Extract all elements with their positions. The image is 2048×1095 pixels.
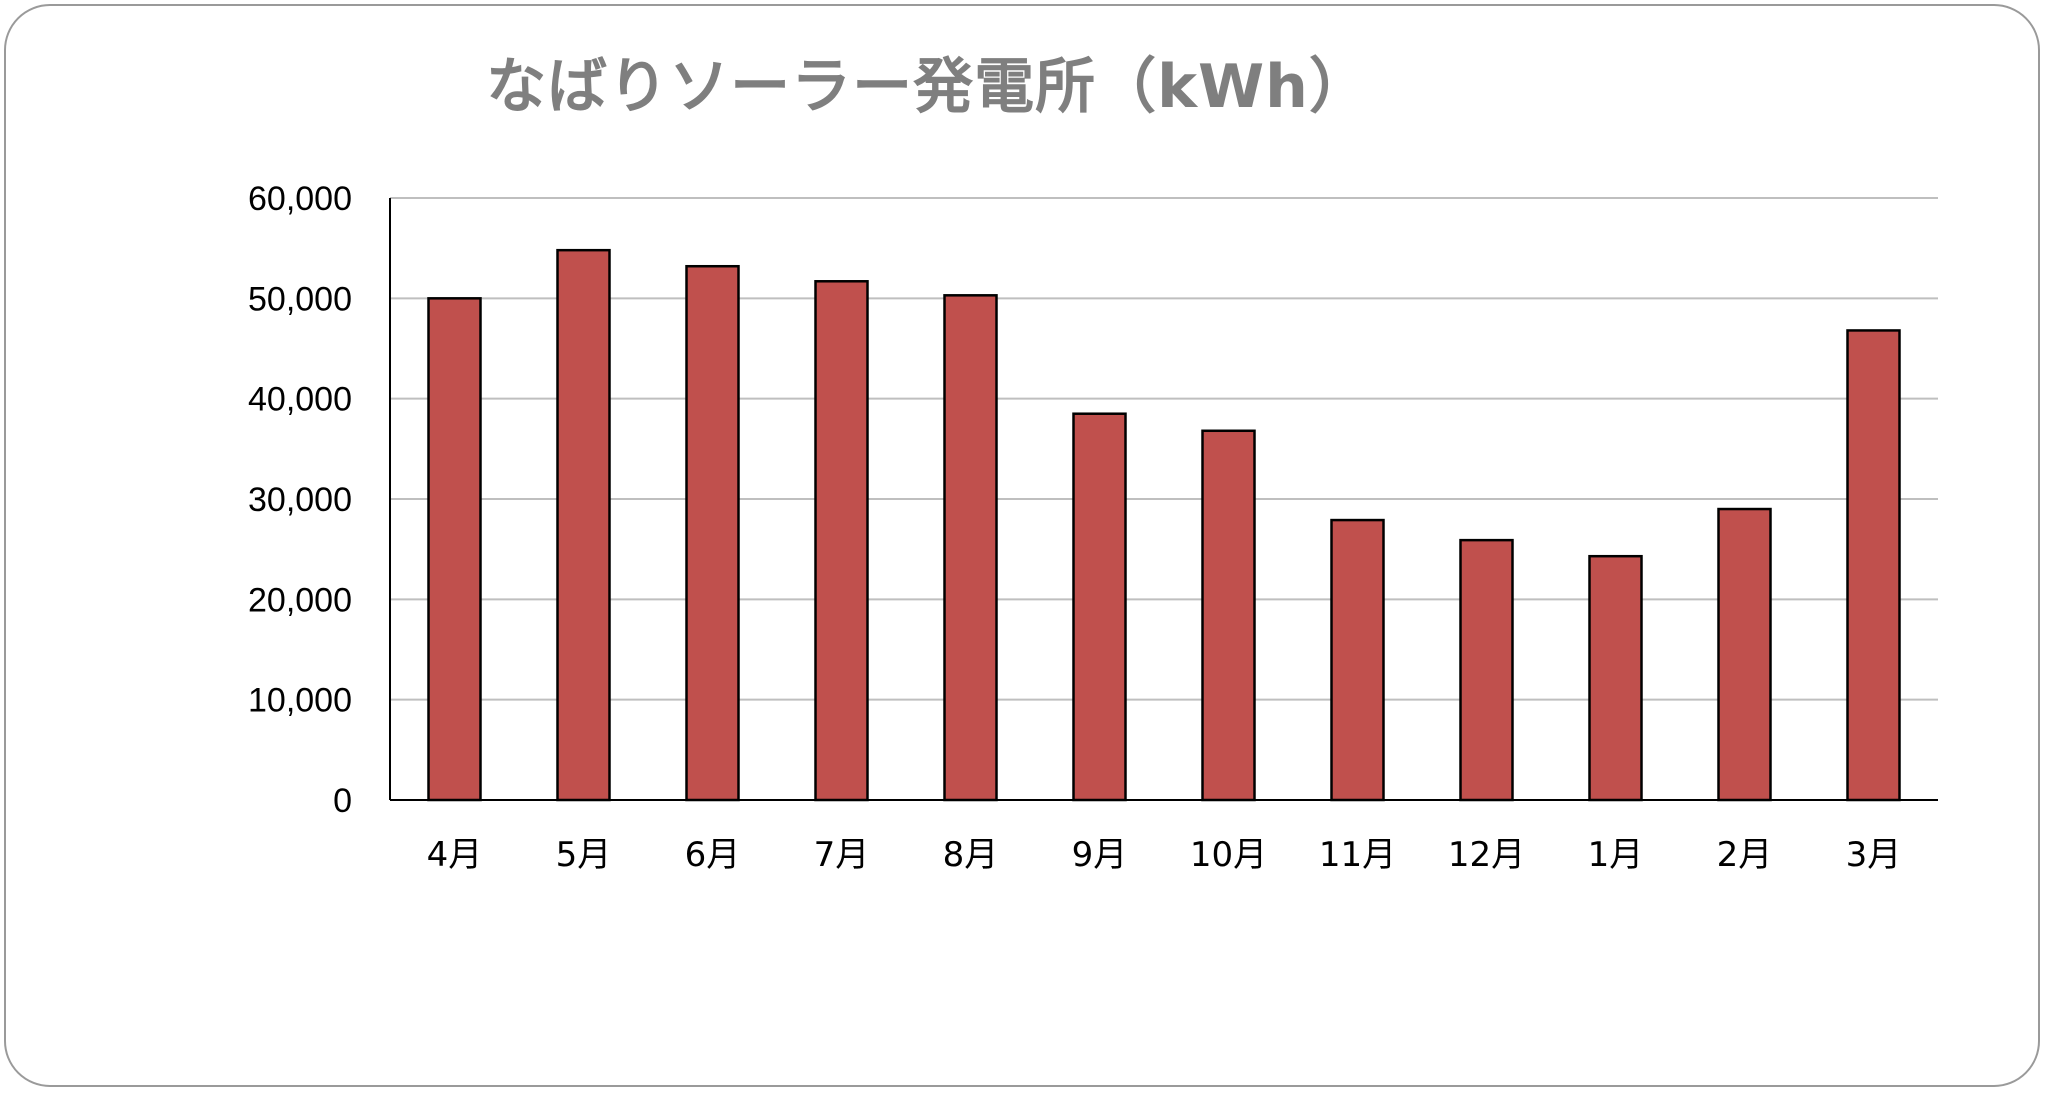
bar: [1717, 507, 1772, 802]
y-tick-label: 0: [333, 782, 352, 820]
bars: [427, 248, 1901, 802]
x-tick-label: 7月: [814, 835, 870, 875]
y-tick-label: 50,000: [248, 280, 352, 318]
y-tick-label: 30,000: [248, 481, 352, 519]
x-tick-label: 5月: [556, 835, 612, 875]
bar: [1330, 518, 1385, 802]
bar: [556, 248, 611, 802]
bar: [1072, 412, 1127, 802]
y-tick-label: 10,000: [248, 682, 352, 720]
x-tick-label: 10月: [1190, 835, 1267, 875]
x-tick-label: 9月: [1072, 835, 1128, 875]
bar: [427, 297, 482, 802]
y-tick-label: 40,000: [248, 381, 352, 419]
x-tick-label: 11月: [1319, 835, 1396, 875]
x-tick-label: 2月: [1717, 835, 1773, 875]
gridlines: [390, 197, 1938, 701]
chart-frame: [4, 4, 2040, 1087]
bar: [1201, 429, 1256, 802]
chart-title: なばりソーラー発電所（kWh）: [486, 52, 1370, 122]
bar: [814, 280, 869, 802]
axes: [389, 198, 1938, 801]
bar: [1846, 329, 1901, 802]
x-tick-label: 8月: [943, 835, 999, 875]
x-tick-label: 3月: [1846, 835, 1902, 875]
x-tick-label: 1月: [1588, 835, 1644, 875]
x-tick-label: 4月: [427, 835, 483, 875]
y-tick-label: 60,000: [248, 180, 352, 218]
x-tick-label: 12月: [1448, 835, 1525, 875]
bar: [685, 264, 740, 802]
bar: [943, 294, 998, 802]
bar: [1459, 538, 1514, 802]
x-tick-label: 6月: [685, 835, 741, 875]
y-tick-label: 20,000: [248, 581, 352, 619]
x-tick-labels: 4月 5月 6月 7月 8月 9月 10月 11月 12月 1月 2月 3月: [427, 835, 1902, 875]
y-tick-labels: 0 10,000 20,000 30,000 40,000 50,000 60,000: [248, 180, 352, 820]
bar: [1588, 554, 1643, 802]
